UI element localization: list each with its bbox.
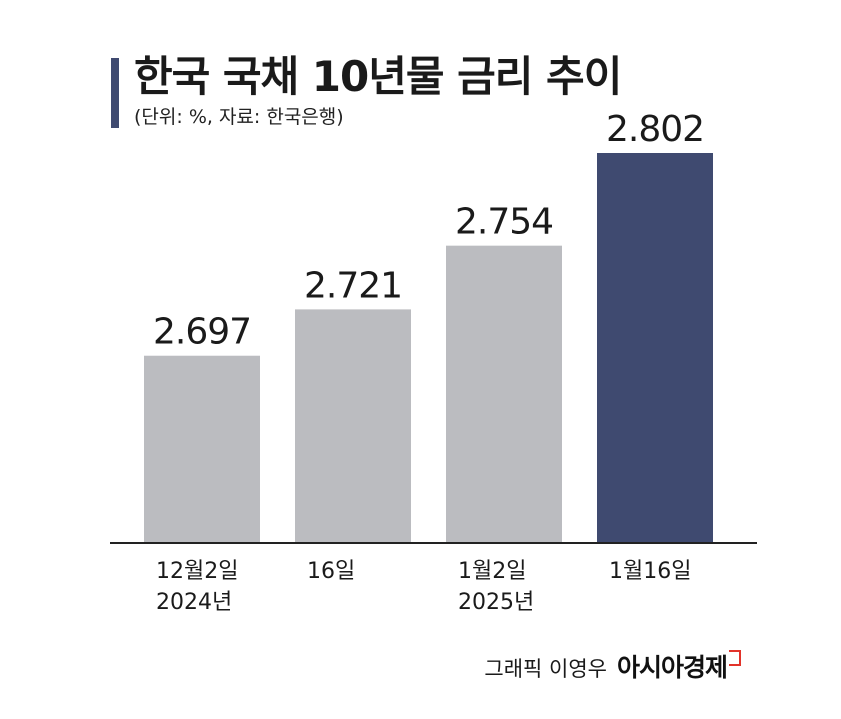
bar-0 bbox=[144, 355, 260, 543]
category-label-0-0: 12월2일 bbox=[156, 559, 238, 584]
brand-name: 아시아경제 bbox=[616, 653, 728, 682]
category-label-1-0: 16일 bbox=[307, 559, 355, 584]
category-label-2-0: 1월2일 bbox=[458, 559, 526, 584]
bar-1 bbox=[295, 309, 411, 543]
category-label-0-1: 2024년 bbox=[156, 590, 232, 615]
brand-logo: 아시아경제 bbox=[617, 648, 741, 684]
bar-3 bbox=[597, 153, 713, 543]
bar-2 bbox=[446, 245, 562, 543]
value-label-1: 2.721 bbox=[304, 265, 402, 306]
brand-mark-icon bbox=[729, 650, 741, 666]
graphic-credit: 그래픽 이영우 bbox=[484, 657, 607, 681]
category-label-3-0: 1월16일 bbox=[609, 559, 691, 584]
value-label-0: 2.697 bbox=[153, 312, 251, 353]
credit-line: 그래픽 이영우 아시아경제 bbox=[484, 648, 741, 684]
value-label-3: 2.802 bbox=[606, 109, 704, 150]
category-label-2-1: 2025년 bbox=[458, 590, 534, 615]
value-label-2: 2.754 bbox=[455, 202, 553, 243]
chart-title: 한국 국채 10년물 금리 추이 bbox=[134, 52, 622, 101]
chart-subtitle: (단위: %, 자료: 한국은행) bbox=[134, 106, 344, 128]
title-accent-bar bbox=[111, 58, 119, 128]
